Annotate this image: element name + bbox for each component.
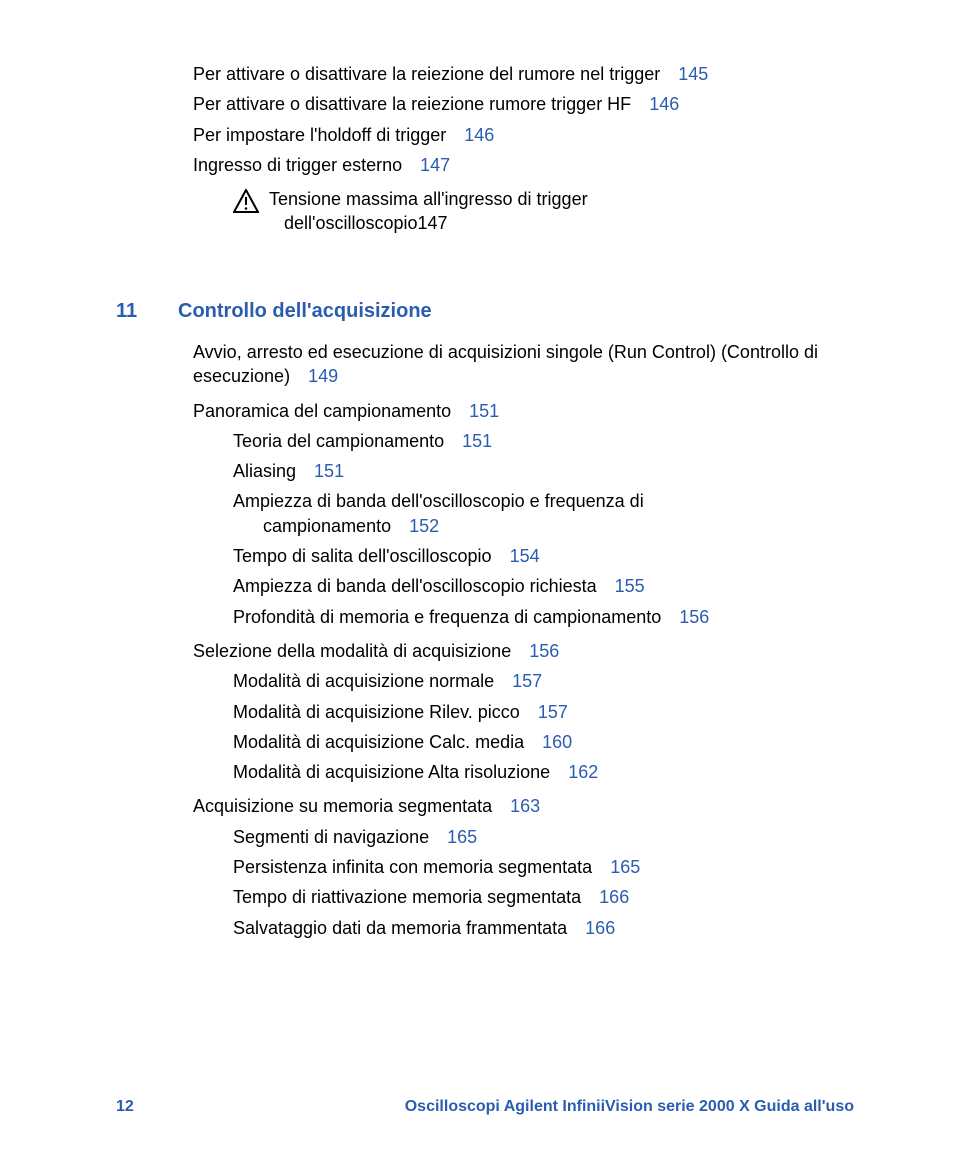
toc-entry[interactable]: Tempo di riattivazione memoria segmentat… xyxy=(193,885,853,909)
toc-entry[interactable]: Avvio, arresto ed esecuzione di acquisiz… xyxy=(193,340,853,389)
toc-entry[interactable]: Ampiezza di banda dell'oscilloscopio ric… xyxy=(193,574,853,598)
toc-entry[interactable]: Tempo di salita dell'oscilloscopio 154 xyxy=(193,544,853,568)
toc-entry[interactable]: Teoria del campionamento 151 xyxy=(193,429,853,453)
entry-text: Modalità di acquisizione Calc. media xyxy=(233,732,524,752)
entry-text: Tempo di riattivazione memoria segmentat… xyxy=(233,887,581,907)
entry-text: Tempo di salita dell'oscilloscopio xyxy=(233,546,492,566)
toc-entry[interactable]: Modalità di acquisizione Rilev. picco 157 xyxy=(193,700,853,724)
entry-text: Modalità di acquisizione Rilev. picco xyxy=(233,702,520,722)
entry-page: 166 xyxy=(585,918,615,938)
entry-text: Avvio, arresto ed esecuzione di acquisiz… xyxy=(193,342,818,386)
entry-page: 165 xyxy=(447,827,477,847)
entry-page: 152 xyxy=(409,516,439,536)
entry-page: 147 xyxy=(420,155,450,175)
toc-block-acquisizione: Acquisizione su memoria segmentata 163 Se… xyxy=(193,794,853,939)
entry-text: Salvataggio dati da memoria frammentata xyxy=(233,918,567,938)
entry-text: Panoramica del campionamento xyxy=(193,401,451,421)
chapter-number: 11 xyxy=(116,300,178,323)
entry-text: Per attivare o disattivare la reiezione … xyxy=(193,64,660,84)
toc-entry[interactable]: Ingresso di trigger esterno 147 xyxy=(193,153,853,177)
entry-page: 160 xyxy=(542,732,572,752)
entry-page: 151 xyxy=(462,431,492,451)
toc-entry[interactable]: Per attivare o disattivare la reiezione … xyxy=(193,62,853,86)
toc-content: Per attivare o disattivare la reiezione … xyxy=(193,62,853,246)
entry-page: 165 xyxy=(610,857,640,877)
toc-content-2: Avvio, arresto ed esecuzione di acquisiz… xyxy=(193,340,853,950)
entry-page: 156 xyxy=(529,641,559,661)
entry-text: Per attivare o disattivare la reiezione … xyxy=(193,94,631,114)
entry-text2: campionamento xyxy=(263,516,391,536)
footer-page-number: 12 xyxy=(116,1098,134,1116)
entry-text: Ampiezza di banda dell'oscilloscopio e f… xyxy=(233,491,644,511)
toc-entry[interactable]: Per attivare o disattivare la reiezione … xyxy=(193,92,853,116)
page-footer: 12 Oscilloscopi Agilent InfiniiVision se… xyxy=(0,1098,960,1122)
entry-page: 157 xyxy=(512,671,542,691)
entry-text: Ingresso di trigger esterno xyxy=(193,155,402,175)
toc-entry[interactable]: Modalità di acquisizione Alta risoluzion… xyxy=(193,760,853,784)
entry-text: Persistenza infinita con memoria segment… xyxy=(233,857,592,877)
toc-block-selezione: Selezione della modalità di acquisizione… xyxy=(193,639,853,784)
toc-block-avvio: Avvio, arresto ed esecuzione di acquisiz… xyxy=(193,340,853,389)
entry-page: 151 xyxy=(314,461,344,481)
entry-text: Segmenti di navigazione xyxy=(233,827,429,847)
toc-entry[interactable]: Profondità di memoria e frequenza di cam… xyxy=(193,605,853,629)
toc-entry[interactable]: Per impostare l'holdoff di trigger 146 xyxy=(193,123,853,147)
entry-text: Profondità di memoria e frequenza di cam… xyxy=(233,607,661,627)
toc-block-trigger: Per attivare o disattivare la reiezione … xyxy=(193,62,853,236)
entry-page: 157 xyxy=(538,702,568,722)
caution-line1: Tensione massima all'ingresso di trigger xyxy=(269,189,588,209)
toc-entry[interactable]: Salvataggio dati da memoria frammentata 1… xyxy=(193,916,853,940)
entry-page: 156 xyxy=(679,607,709,627)
chapter-title: Controllo dell'acquisizione xyxy=(178,300,432,322)
entry-text: Teoria del campionamento xyxy=(233,431,444,451)
chapter-heading[interactable]: 11Controllo dell'acquisizione xyxy=(116,300,856,323)
entry-text: Modalità di acquisizione normale xyxy=(233,671,494,691)
entry-text: Acquisizione su memoria segmentata xyxy=(193,796,492,816)
entry-page: 154 xyxy=(510,546,540,566)
entry-page: 155 xyxy=(615,576,645,596)
entry-page: 145 xyxy=(678,64,708,84)
toc-entry[interactable]: Segmenti di navigazione 165 xyxy=(193,825,853,849)
toc-entry[interactable]: Selezione della modalità di acquisizione… xyxy=(193,639,853,663)
toc-block-panoramica: Panoramica del campionamento 151 Teoria d… xyxy=(193,399,853,629)
caution-line2: dell'oscilloscopio xyxy=(284,213,418,233)
footer-doc-title: Oscilloscopi Agilent InfiniiVision serie… xyxy=(405,1098,854,1116)
caution-icon xyxy=(233,189,259,213)
entry-page: 146 xyxy=(464,125,494,145)
entry-page: 163 xyxy=(510,796,540,816)
entry-page: 146 xyxy=(649,94,679,114)
caution-page: 147 xyxy=(418,213,448,233)
toc-entry[interactable]: Panoramica del campionamento 151 xyxy=(193,399,853,423)
toc-entry[interactable]: Acquisizione su memoria segmentata 163 xyxy=(193,794,853,818)
entry-page: 162 xyxy=(568,762,598,782)
entry-text: Per impostare l'holdoff di trigger xyxy=(193,125,446,145)
entry-text: Aliasing xyxy=(233,461,296,481)
caution-entry: Tensione massima all'ingresso di trigger… xyxy=(193,187,853,236)
toc-entry[interactable]: Modalità di acquisizione normale 157 xyxy=(193,669,853,693)
entry-text: Selezione della modalità di acquisizione xyxy=(193,641,511,661)
entry-page: 166 xyxy=(599,887,629,907)
toc-entry[interactable]: Persistenza infinita con memoria segment… xyxy=(193,855,853,879)
toc-entry[interactable]: Aliasing 151 xyxy=(193,459,853,483)
entry-page: 151 xyxy=(469,401,499,421)
entry-text: Ampiezza di banda dell'oscilloscopio ric… xyxy=(233,576,597,596)
toc-entry[interactable]: Modalità di acquisizione Calc. media 160 xyxy=(193,730,853,754)
toc-entry[interactable]: Ampiezza di banda dell'oscilloscopio e f… xyxy=(193,489,853,538)
caution-text: Tensione massima all'ingresso di trigger… xyxy=(269,187,588,236)
entry-text: Modalità di acquisizione Alta risoluzion… xyxy=(233,762,550,782)
entry-page: 149 xyxy=(308,366,338,386)
